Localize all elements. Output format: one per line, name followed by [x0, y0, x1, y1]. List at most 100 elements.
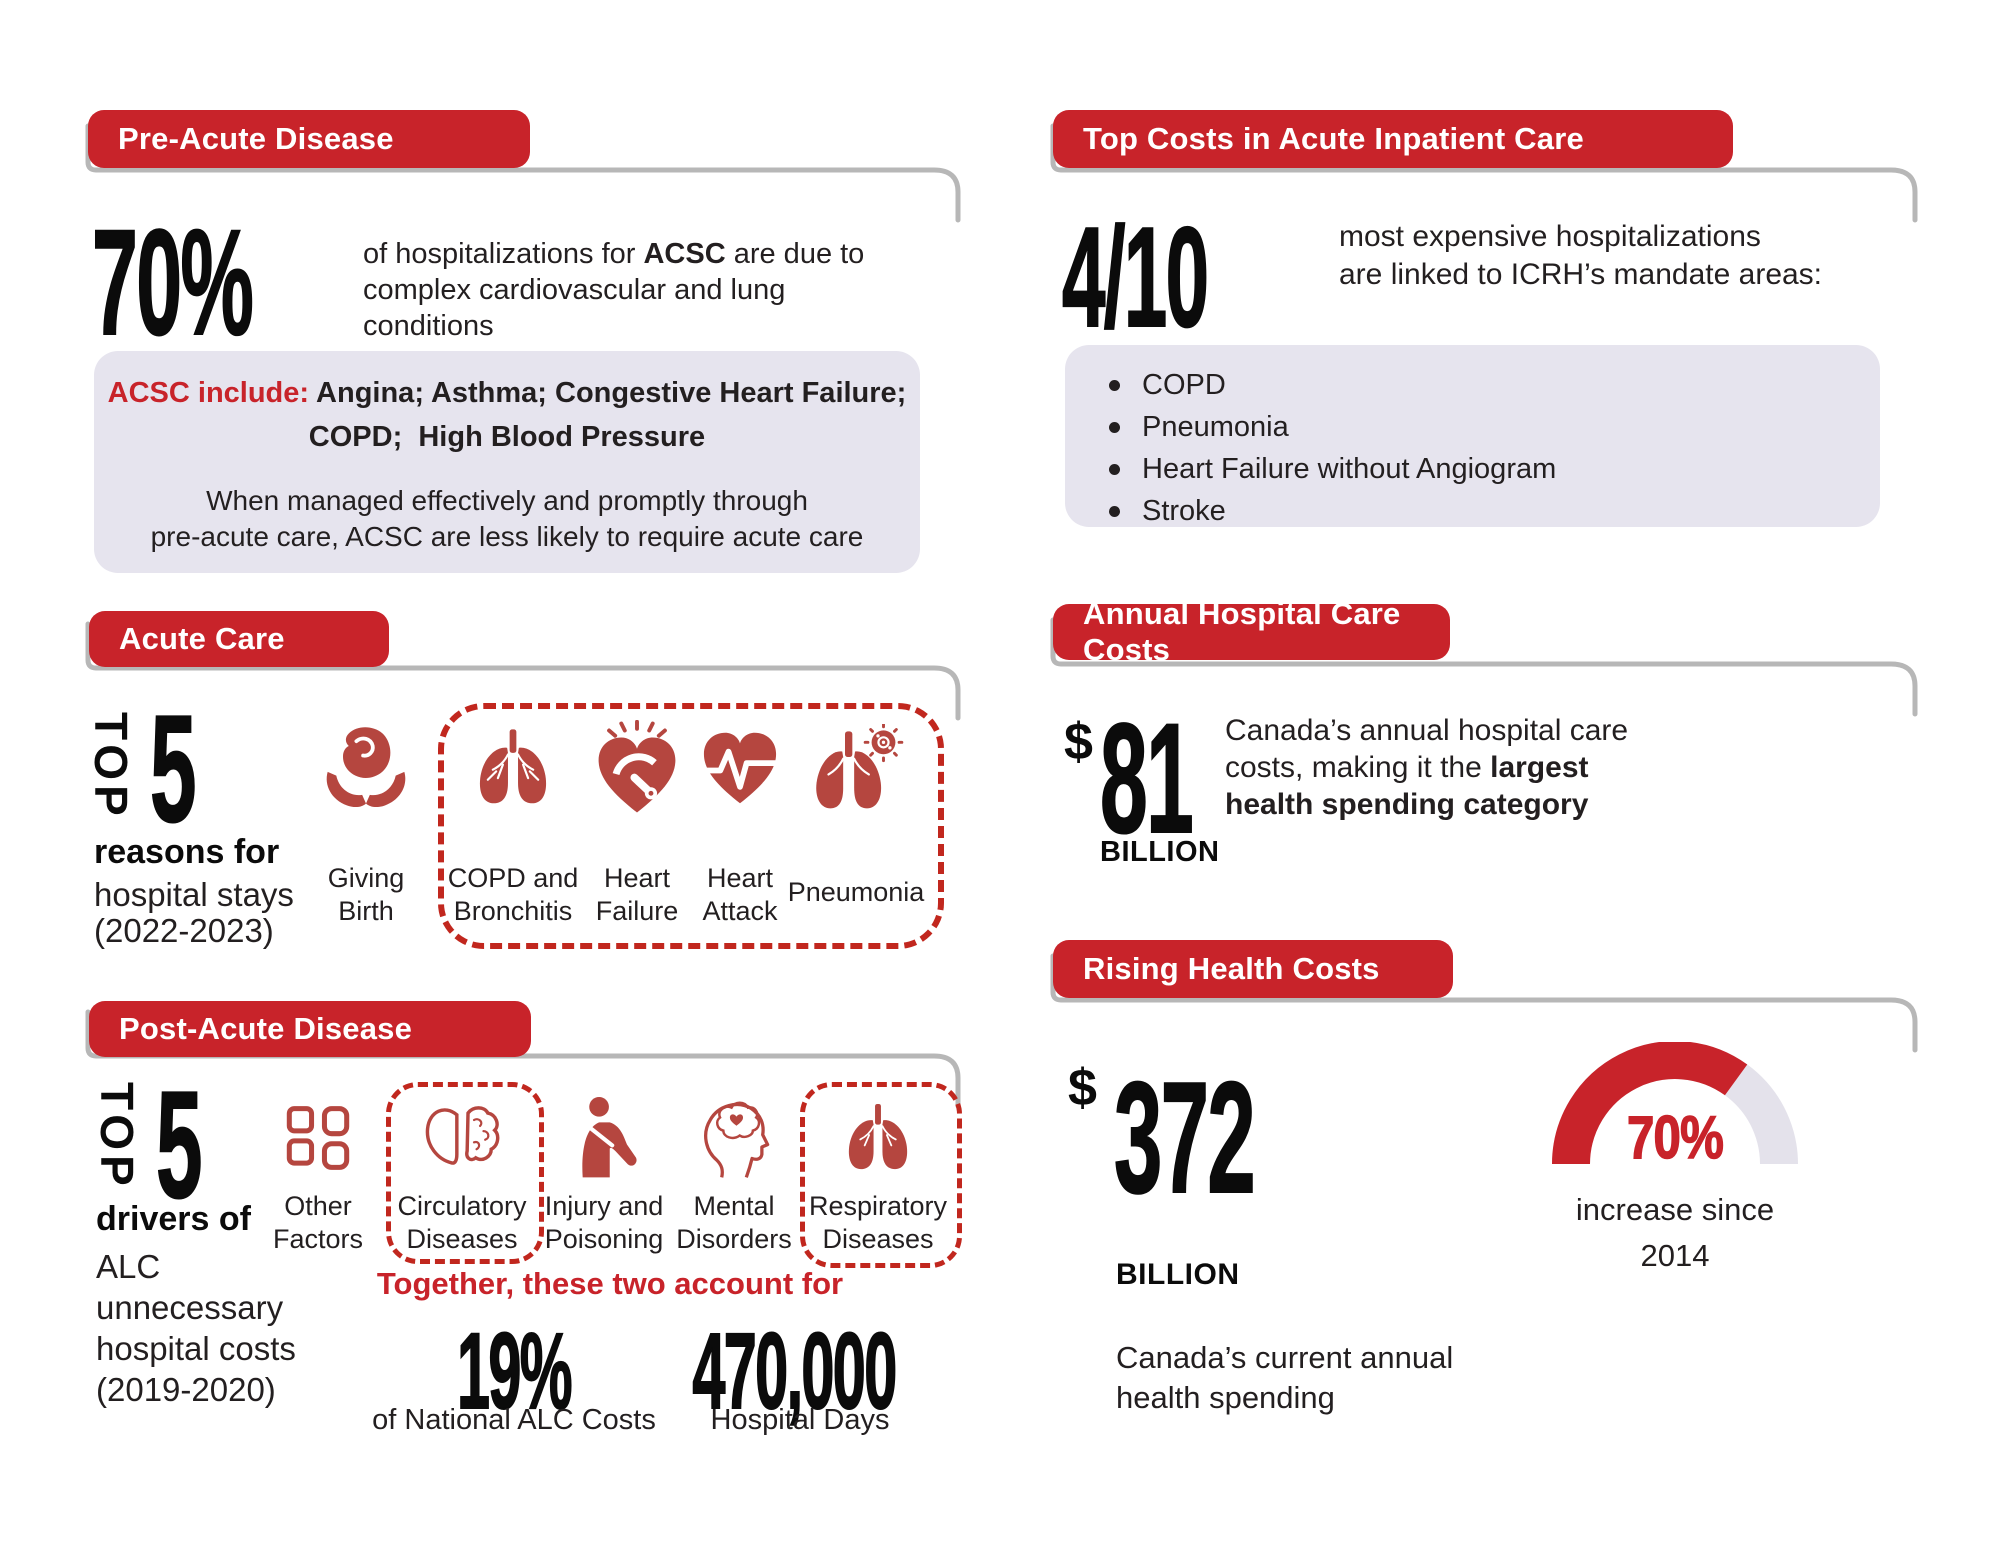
rising-description: Canada’s current annual health spending [1116, 1338, 1536, 1418]
icon-label: Disorders [676, 1224, 792, 1254]
bullet-dot [1109, 422, 1120, 433]
respiratory-dashed-box [800, 1082, 962, 1268]
giving-birth-icon [318, 716, 414, 820]
together-account-text: Together, these two account for [376, 1266, 844, 1301]
pre-acute-description: of hospitalizations for ACSC are due to … [363, 236, 903, 344]
circulatory-dashed-box [386, 1082, 544, 1264]
arm-sling-icon [563, 1094, 645, 1182]
desc-text: most expensive hospitalizations [1339, 220, 1761, 253]
post-item-respiratory: Respiratory Diseases [798, 1094, 958, 1256]
heart-gauge-icon [593, 716, 681, 820]
section-frame [1050, 123, 1918, 223]
icon-label: Heart [603, 863, 671, 893]
stat-81: 81 [1099, 692, 1194, 866]
icon-label: Birth [338, 896, 394, 926]
icon-label: Diseases [406, 1224, 518, 1254]
stat-19-percent: 19% [456, 1310, 573, 1431]
lungs-virus-icon [808, 716, 904, 820]
top-word-post: TOP [91, 1082, 143, 1191]
icon-label: Mental [693, 1191, 775, 1221]
acute-item-heart-failure: Heart Failure [557, 716, 717, 928]
desc-text: are due to [725, 238, 865, 270]
icon-label: Diseases [822, 1224, 934, 1254]
heart-brain-icon [419, 1094, 505, 1182]
stat-70-percent: 70% [91, 198, 254, 366]
acute-sub-1: hospital stays [94, 876, 294, 913]
bullet-item: Heart Failure without Angiogram [1109, 453, 1556, 486]
post-item-injury: Injury and Poisoning [524, 1094, 684, 1256]
big-5: 5 [149, 684, 197, 854]
acsc-list-2: COPD; High Blood Pressure [308, 421, 706, 453]
icon-label: Circulatory [397, 1191, 527, 1221]
top-costs-stat: 4/10 [1061, 196, 1326, 360]
desc-text: of hospitalizations for [363, 238, 644, 270]
banner-acute-care: Acute Care [89, 611, 389, 667]
section-frame [1050, 953, 1918, 1053]
banner-top-costs: Top Costs in Acute Inpatient Care [1053, 110, 1733, 168]
acute-item-heart-attack: Heart Attack [660, 716, 820, 928]
annual-description: Canada’s annual hospital care costs, mak… [1225, 712, 1705, 823]
banner-rising-health-costs: Rising Health Costs [1053, 940, 1453, 998]
gauge-value-label: 70% [1626, 1104, 1724, 1171]
gauge-caption-1: increase since [1575, 1192, 1775, 1227]
increase-gauge-chart [1552, 1042, 1798, 1165]
lungs-icon [471, 716, 555, 820]
bullet-dot [1109, 380, 1120, 391]
icon-label: COPD and [447, 863, 579, 893]
banner-label: Acute Care [119, 621, 285, 656]
icon-label: Respiratory [808, 1191, 948, 1221]
bullet-dot [1109, 464, 1120, 475]
bullet-label: COPD [1142, 369, 1226, 401]
desc-text: health spending [1116, 1380, 1335, 1415]
desc-text: costs, making it the [1225, 751, 1491, 784]
annual-dollar-sign: $ [1064, 713, 1093, 771]
icon-label: Poisoning [544, 1224, 664, 1254]
rising-unit: BILLION [1116, 1258, 1240, 1291]
banner-label: Top Costs in Acute Inpatient Care [1083, 121, 1584, 156]
post-item-circulatory: Circulatory Diseases [382, 1094, 542, 1256]
stat-470000: 470,000 [692, 1310, 898, 1431]
annual-stat: 81 [1099, 690, 1268, 869]
banner-post-acute-disease: Post-Acute Disease [89, 1001, 531, 1057]
post-item-mental: Mental Disorders [654, 1094, 814, 1256]
banner-label: Pre-Acute Disease [118, 121, 394, 156]
stat-4-of-10: 4/10 [1061, 198, 1209, 357]
bullet-label: Stroke [1142, 495, 1226, 527]
rising-stat: 372 [1113, 1048, 1369, 1229]
heart-ecg-icon [699, 716, 781, 820]
desc-text: complex cardiovascular and lung conditio… [363, 274, 786, 342]
section-frame [85, 621, 961, 721]
banner-label: Annual Hospital Care Costs [1083, 596, 1401, 667]
acsc-include-lead: ACSC include: [107, 377, 310, 409]
post-stat-19: 19% [456, 1308, 721, 1433]
stat-372: 372 [1113, 1050, 1256, 1226]
icon-label: Pneumonia [787, 877, 925, 907]
lungs-outline-icon [841, 1094, 915, 1182]
desc-text-bold: largest [1490, 751, 1589, 784]
banner-label: Post-Acute Disease [119, 1011, 413, 1046]
acsc-list-1: Angina; Asthma; Congestive Heart Failure… [309, 377, 907, 409]
icon-label: Factors [272, 1224, 364, 1254]
icon-label: Injury and [544, 1191, 664, 1221]
top-costs-description: most expensive hospitalizations are link… [1339, 218, 1899, 294]
desc-text: are linked to ICRH’s mandate areas: [1339, 258, 1823, 291]
bullet-item: COPD [1109, 369, 1226, 402]
desc-text-bold: ACSC [643, 238, 726, 270]
post-sub-1: ALC [96, 1248, 161, 1285]
acsc-body-2: pre-acute care, ACSC are less likely to … [150, 521, 864, 552]
bullet-label: Heart Failure without Angiogram [1142, 453, 1557, 485]
acute-item-giving-birth: Giving Birth [286, 716, 446, 928]
bullet-dot [1109, 506, 1120, 517]
rising-dollar-sign: $ [1068, 1059, 1097, 1117]
acute-item-copd: COPD and Bronchitis [433, 716, 593, 928]
banner-pre-acute-disease: Pre-Acute Disease [88, 110, 530, 168]
acute-dashed-group [438, 703, 944, 949]
acsc-body-1: When managed effectively and promptly th… [206, 485, 808, 516]
bullet-item: Stroke [1109, 495, 1226, 528]
section-frame [85, 123, 961, 223]
icon-label: Heart [706, 863, 774, 893]
head-brain-icon [697, 1094, 771, 1182]
mandate-areas-box: COPD Pneumonia Heart Failure without Ang… [1065, 345, 1880, 527]
icon-label: Giving [327, 863, 405, 893]
post-stat-19-caption: of National ALC Costs [372, 1404, 656, 1436]
